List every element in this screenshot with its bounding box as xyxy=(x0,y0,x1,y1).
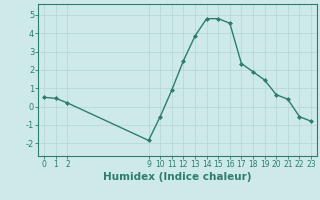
X-axis label: Humidex (Indice chaleur): Humidex (Indice chaleur) xyxy=(103,172,252,182)
